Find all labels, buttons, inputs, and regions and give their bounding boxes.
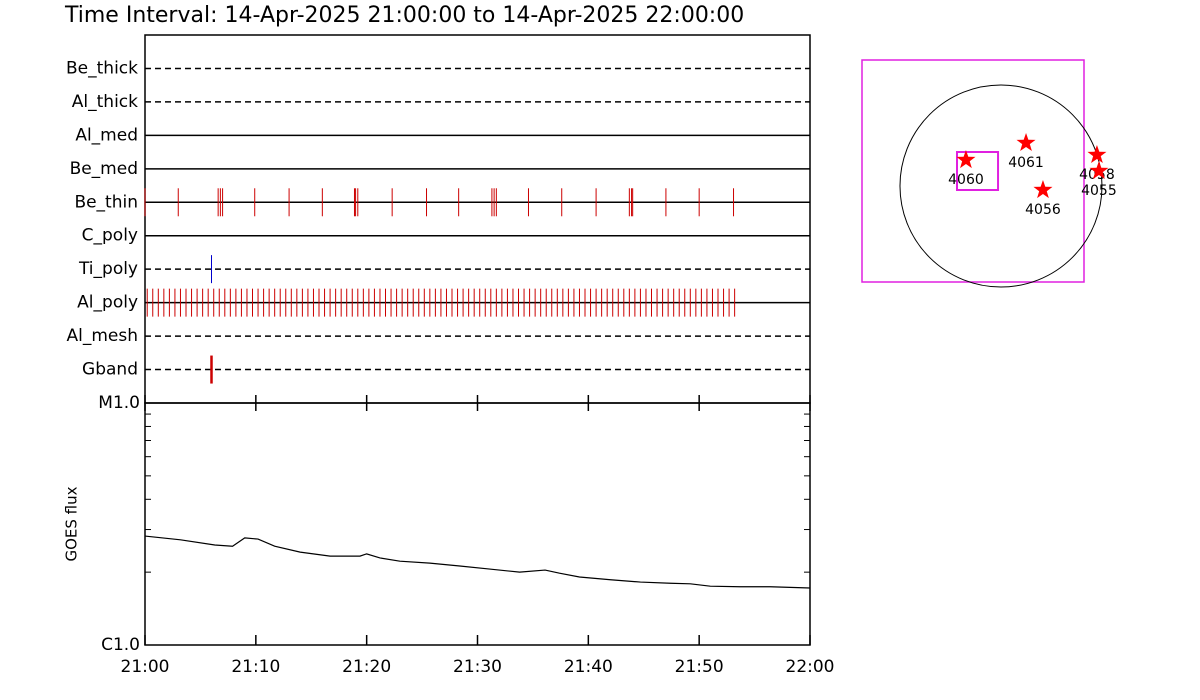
y-axis-label: GOES flux	[63, 486, 81, 561]
y-tick-label: C1.0	[101, 635, 140, 655]
x-tick-label: 21:40	[564, 657, 613, 677]
region-label: 4061	[1008, 155, 1044, 171]
x-tick-label: 21:50	[675, 657, 724, 677]
region-label: 4060	[948, 172, 984, 188]
row-label: Al_poly	[77, 293, 138, 313]
row-label: Al_mesh	[66, 326, 138, 346]
row-label: Be_med	[70, 159, 138, 179]
region-label: 4055	[1081, 183, 1117, 199]
x-tick-label: 21:00	[121, 657, 170, 677]
row-label: Be_thin	[74, 192, 138, 212]
chart-title: Time Interval: 14-Apr-2025 21:00:00 to 1…	[64, 3, 744, 28]
x-tick-label: 21:30	[453, 657, 502, 677]
plot-frame	[144, 402, 811, 646]
row-label: Al_thick	[72, 92, 138, 112]
solar-disk	[899, 84, 1103, 288]
region-label: 4056	[1025, 202, 1061, 218]
row-label: Gband	[82, 360, 138, 380]
region-star	[956, 150, 976, 169]
y-tick-label: M1.0	[98, 393, 140, 413]
fov-box	[956, 151, 1000, 191]
row-label: Ti_poly	[78, 259, 138, 279]
row-label: C_poly	[82, 226, 138, 246]
flux-line	[144, 535, 811, 589]
plot-frame	[144, 34, 811, 404]
x-tick-label: 21:10	[231, 657, 280, 677]
x-tick-label: 22:00	[786, 657, 835, 677]
region-star	[1033, 180, 1053, 199]
row-label: Al_med	[75, 125, 138, 145]
row-label: Be_thick	[66, 58, 138, 78]
region-star	[1016, 132, 1036, 152]
region-star	[1089, 160, 1109, 180]
map-frame	[861, 59, 1085, 283]
x-tick-label: 21:20	[342, 657, 391, 677]
region-star	[1087, 144, 1107, 164]
